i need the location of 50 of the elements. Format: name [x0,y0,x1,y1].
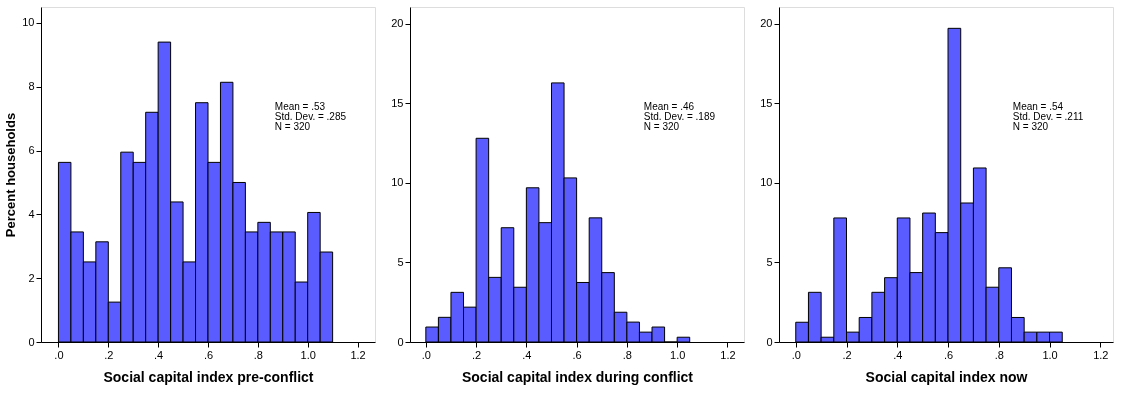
x-tick-label: .2 [472,348,482,361]
x-tick-label: .4 [893,348,903,361]
y-tick-label: 8 [28,80,35,93]
x-axis-title: Social capital index now [865,368,1028,385]
x-tick-label: .6 [203,348,214,361]
x-tick-label: .4 [522,348,532,361]
annotation: Std. Dev. = .189 [643,111,716,122]
x-tick-label: 1.2 [350,348,366,361]
x-tick-label: 1.2 [1093,348,1109,361]
x-axis-title: Social capital index during conflict [461,368,694,385]
y-tick-label: 10 [760,176,773,189]
y-tick-label: 10 [22,16,35,29]
x-tick-label: .0 [421,348,431,361]
x-tick-label: .6 [572,348,582,361]
annotation: Mean = .54 [1012,101,1064,112]
x-tick-label: .0 [54,348,64,361]
x-tick-label: 1.2 [720,348,736,361]
annotation: N = 320 [643,121,680,132]
x-tick-label: .2 [842,348,852,361]
y-tick-label: 15 [391,96,404,109]
y-tick-label: 0 [766,335,773,348]
x-tick-label: 1.0 [300,348,316,361]
y-tick-label: 5 [766,255,773,268]
y-tick-label: 5 [397,255,404,268]
x-tick-label: 1.0 [670,348,686,361]
annotation: Std. Dev. = .285 [274,111,347,122]
annotation: N = 320 [1012,121,1049,132]
y-tick-label: 20 [760,17,773,30]
y-tick-label: 6 [28,144,35,157]
x-tick-label: .6 [943,348,954,361]
annotation: Mean = .46 [643,101,695,112]
y-tick-label: 20 [391,17,404,30]
x-tick-label: .4 [154,348,164,361]
y-tick-label: 0 [28,335,35,348]
x-tick-label: .8 [253,348,263,361]
annotation: Std. Dev. = .211 [1012,111,1084,122]
x-axis-title: Social capital index pre-conflict [103,368,314,385]
x-tick-label: .0 [791,348,801,361]
annotation: Mean = .53 [274,101,326,112]
x-tick-label: .8 [994,348,1004,361]
y-tick-label: 0 [397,335,404,348]
x-tick-label: .8 [622,348,632,361]
x-tick-label: .2 [104,348,114,361]
y-tick-label: 10 [391,176,404,189]
x-tick-label: 1.0 [1042,348,1058,361]
y-tick-label: 4 [28,207,35,220]
annotation: N = 320 [274,121,311,132]
y-tick-label: 2 [28,271,35,284]
y-axis-title: Percent households [3,112,19,238]
y-tick-label: 15 [760,96,773,109]
